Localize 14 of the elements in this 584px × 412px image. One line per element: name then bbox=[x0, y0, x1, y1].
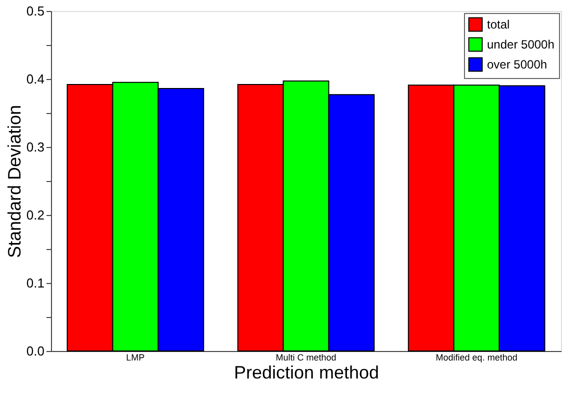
legend-label: under 5000h bbox=[487, 38, 554, 52]
x-axis-title: Prediction method bbox=[234, 362, 380, 382]
legend-label: over 5000h bbox=[487, 58, 548, 72]
x-tick-label: Multi C method bbox=[276, 352, 336, 362]
y-tick-label: 0.4 bbox=[26, 72, 44, 86]
y-tick-label: 0.2 bbox=[26, 208, 44, 222]
y-axis-title: Standard Deviation bbox=[4, 104, 24, 258]
y-tick-label: 0.0 bbox=[26, 344, 44, 358]
x-tick-label: Modified eq. method bbox=[436, 352, 518, 362]
x-tick-label: LMP bbox=[126, 352, 145, 362]
y-tick-label: 0.3 bbox=[26, 140, 44, 154]
y-tick-label: 0.1 bbox=[26, 276, 44, 290]
legend-label: total bbox=[487, 18, 510, 32]
y-tick-label: 0.5 bbox=[26, 4, 44, 18]
